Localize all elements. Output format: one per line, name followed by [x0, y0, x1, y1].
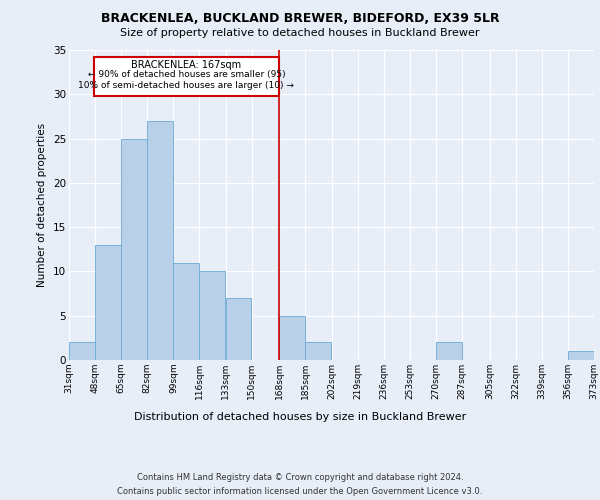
Text: ← 90% of detached houses are smaller (95): ← 90% of detached houses are smaller (95… — [88, 70, 285, 80]
Text: Size of property relative to detached houses in Buckland Brewer: Size of property relative to detached ho… — [120, 28, 480, 38]
Bar — [199, 272, 225, 360]
Bar — [147, 121, 173, 360]
Bar — [436, 342, 461, 360]
Bar — [121, 138, 147, 360]
Text: Distribution of detached houses by size in Buckland Brewer: Distribution of detached houses by size … — [134, 412, 466, 422]
Bar — [69, 342, 95, 360]
Bar — [568, 351, 593, 360]
Bar — [305, 342, 331, 360]
Bar — [173, 262, 199, 360]
Text: 10% of semi-detached houses are larger (10) →: 10% of semi-detached houses are larger (… — [79, 81, 295, 90]
Text: Contains public sector information licensed under the Open Government Licence v3: Contains public sector information licen… — [118, 488, 482, 496]
Bar — [95, 245, 121, 360]
FancyBboxPatch shape — [94, 57, 280, 96]
Text: BRACKENLEA: 167sqm: BRACKENLEA: 167sqm — [131, 60, 241, 70]
Bar — [280, 316, 305, 360]
Bar — [226, 298, 251, 360]
Text: BRACKENLEA, BUCKLAND BREWER, BIDEFORD, EX39 5LR: BRACKENLEA, BUCKLAND BREWER, BIDEFORD, E… — [101, 12, 499, 26]
Y-axis label: Number of detached properties: Number of detached properties — [37, 123, 47, 287]
Text: Contains HM Land Registry data © Crown copyright and database right 2024.: Contains HM Land Registry data © Crown c… — [137, 472, 463, 482]
